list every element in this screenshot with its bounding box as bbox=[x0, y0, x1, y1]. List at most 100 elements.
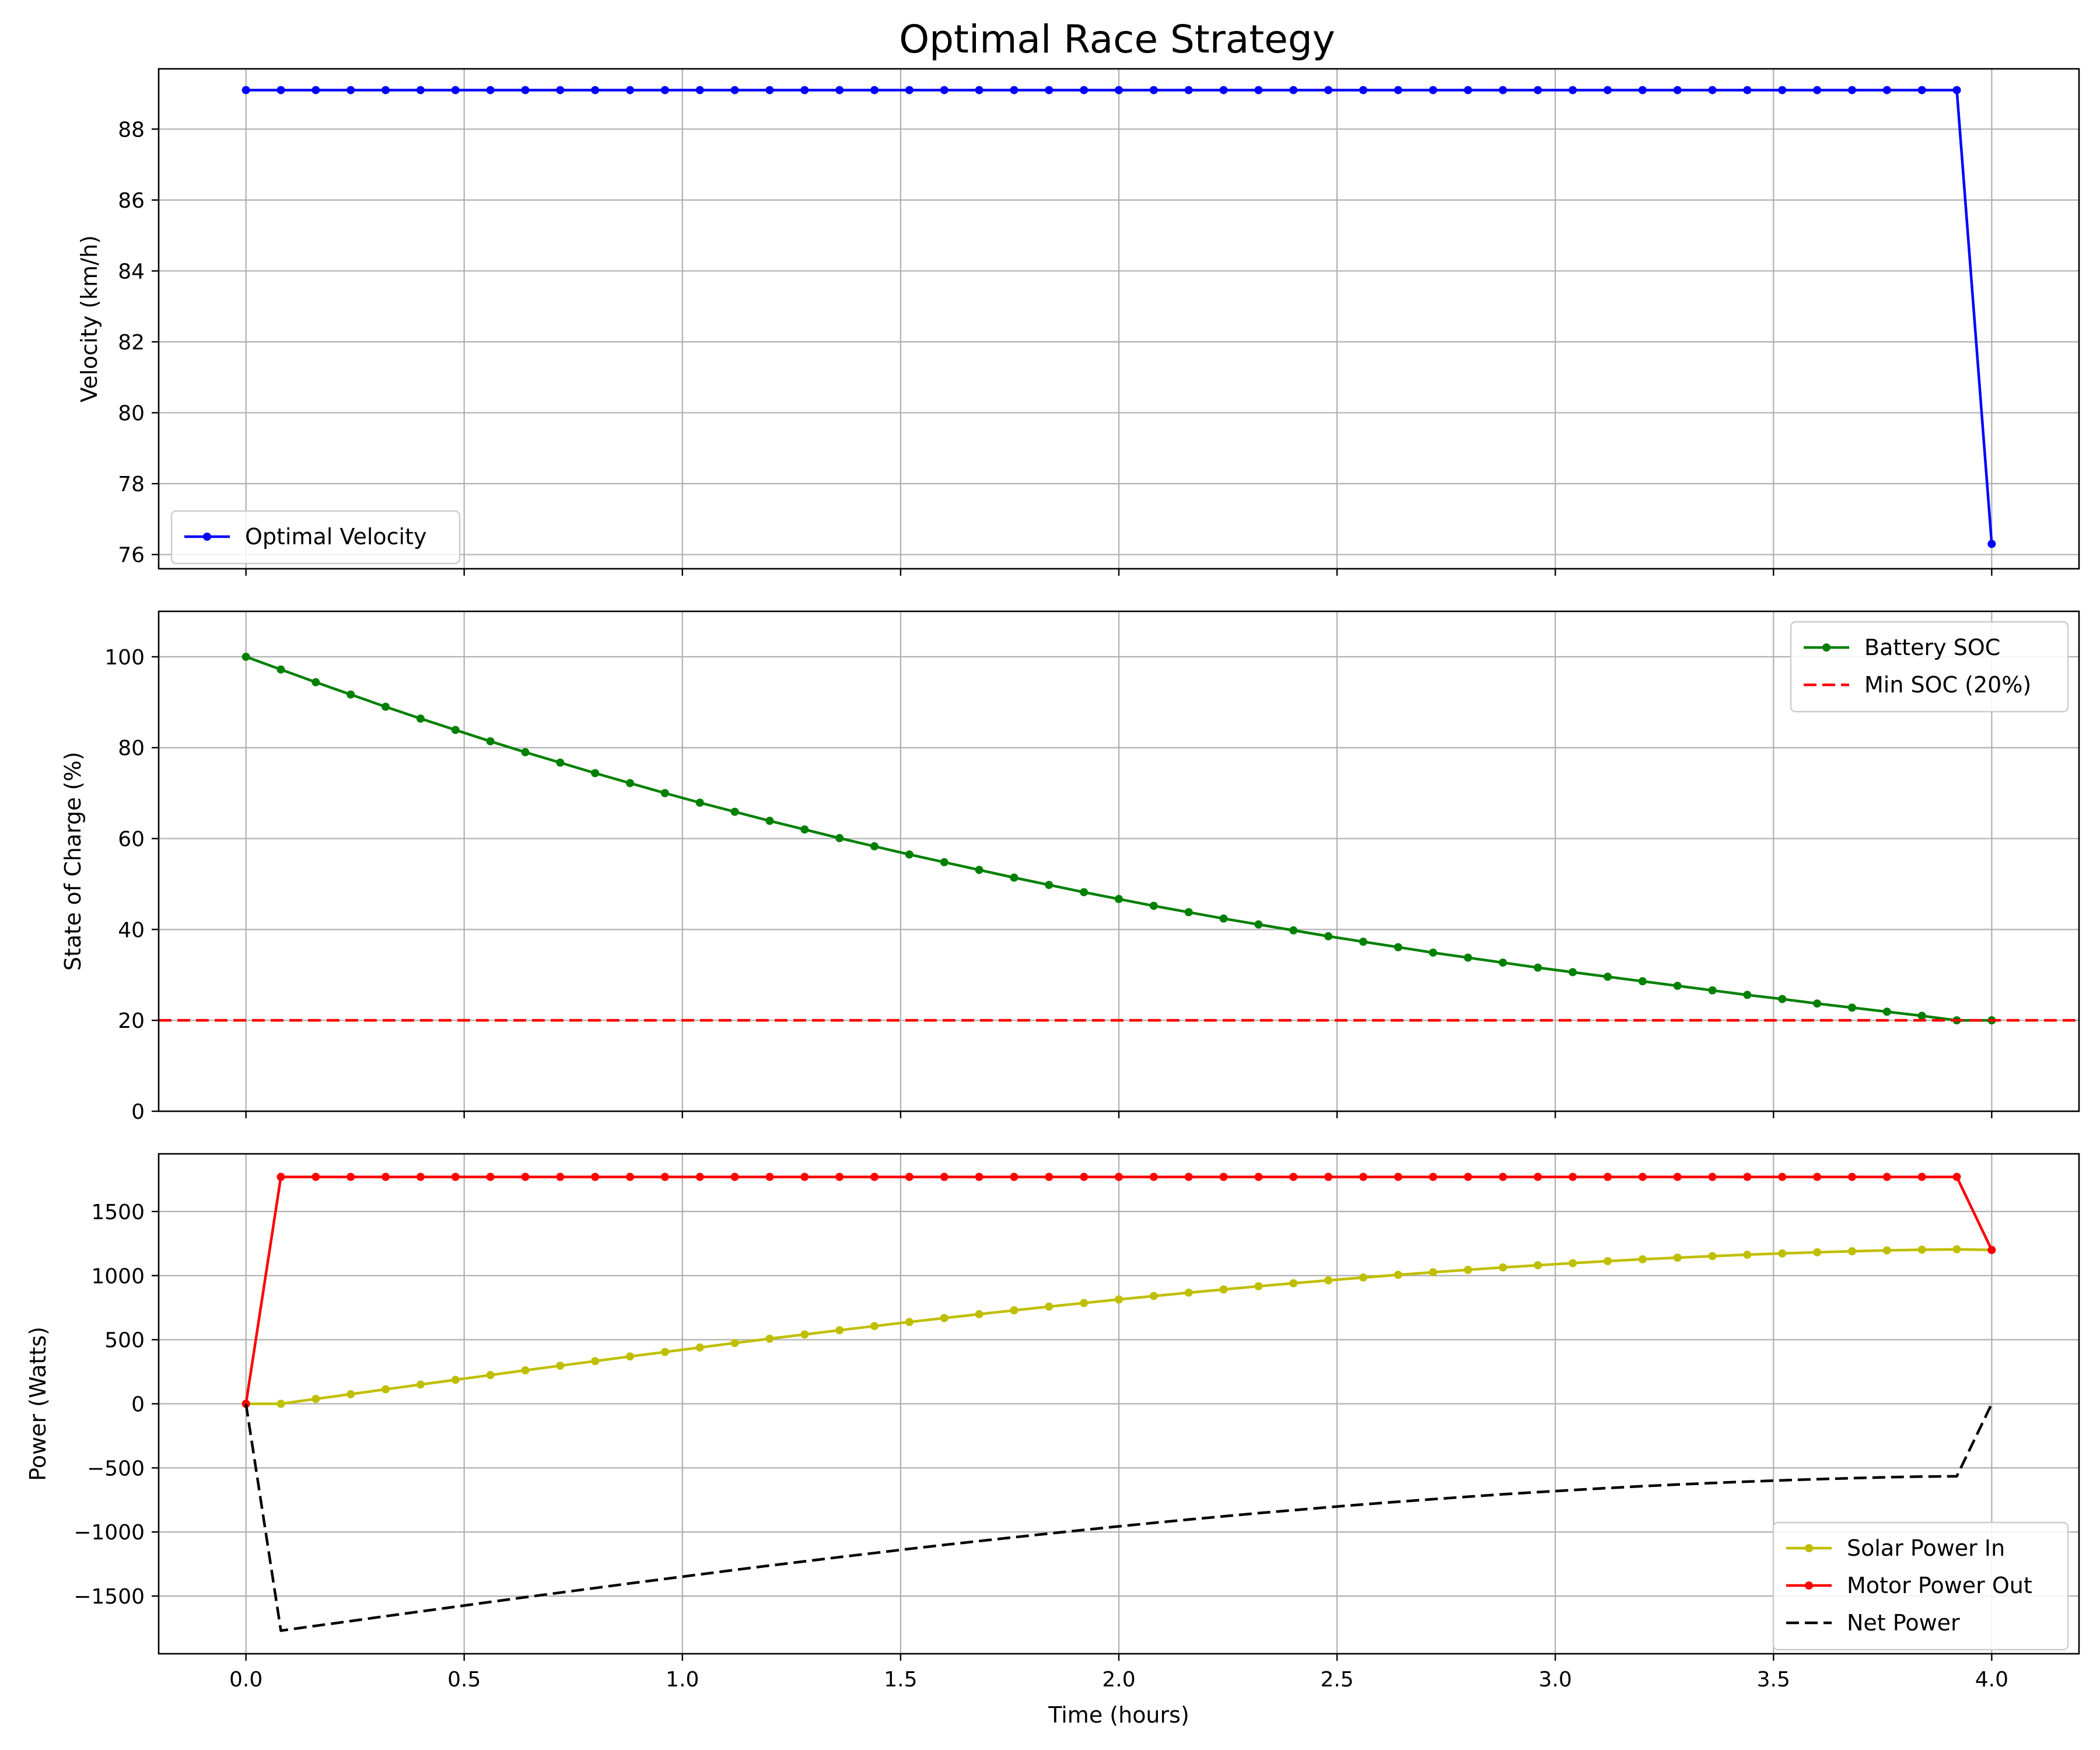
data-point-solar-power-in bbox=[556, 1362, 565, 1370]
data-point-solar-power-in bbox=[905, 1318, 914, 1326]
data-point-battery-soc bbox=[1219, 914, 1228, 923]
legend-marker-motor-power-out bbox=[1805, 1581, 1813, 1590]
data-point-optimal-velocity bbox=[975, 86, 984, 94]
subplot-3: 0.0 0.5 1.0 1.5 2.0 2.5 3.0 3.5 4.0 −1500 −1000 −50… bbox=[25, 1153, 2080, 1728]
data-point-solar-power-in bbox=[1778, 1249, 1787, 1258]
subplot-1: 76 78 80 82 84 86 88 Velocity (km/h) Optimal Vel… bbox=[76, 68, 2080, 576]
data-point-motor-power-out bbox=[382, 1172, 390, 1181]
data-point-optimal-velocity bbox=[1184, 86, 1193, 94]
data-point-motor-power-out bbox=[1882, 1172, 1891, 1181]
data-point-optimal-velocity bbox=[870, 86, 879, 94]
data-point-motor-power-out bbox=[835, 1172, 844, 1181]
legend-box bbox=[1772, 1521, 2069, 1651]
y-tick-label: 82 bbox=[118, 331, 145, 355]
series-line-net-power bbox=[244, 1403, 1993, 1632]
data-point-solar-power-in bbox=[835, 1326, 844, 1335]
data-point-battery-soc bbox=[1882, 1007, 1891, 1016]
data-point-battery-soc bbox=[486, 737, 495, 746]
data-point-battery-soc bbox=[835, 834, 844, 842]
data-point-solar-power-in bbox=[800, 1330, 809, 1339]
data-point-battery-soc bbox=[626, 779, 635, 788]
data-point-optimal-velocity bbox=[242, 86, 250, 94]
data-point-optimal-velocity bbox=[276, 86, 285, 94]
y-tick-label: 78 bbox=[118, 473, 145, 496]
legend-marker-solar-power-in bbox=[1805, 1544, 1813, 1552]
data-point-optimal-velocity bbox=[1324, 86, 1333, 94]
data-point-motor-power-out bbox=[1184, 1172, 1193, 1181]
data-point-solar-power-in bbox=[1952, 1245, 1961, 1254]
data-point-solar-power-in bbox=[1917, 1245, 1926, 1254]
data-point-solar-power-in bbox=[1847, 1247, 1856, 1256]
data-point-optimal-velocity bbox=[1499, 86, 1507, 94]
data-point-optimal-velocity bbox=[765, 86, 774, 94]
y-tick-label: 0 bbox=[131, 1100, 145, 1124]
data-point-optimal-velocity bbox=[451, 86, 460, 94]
data-point-battery-soc bbox=[1080, 888, 1088, 897]
data-point-battery-soc bbox=[1569, 968, 1577, 977]
data-point-motor-power-out bbox=[1778, 1172, 1787, 1181]
data-point-motor-power-out bbox=[1359, 1172, 1367, 1181]
legend-marker-battery-soc bbox=[1822, 643, 1831, 652]
data-point-motor-power-out bbox=[1115, 1172, 1123, 1181]
y-tick-label: 500 bbox=[104, 1329, 145, 1353]
y-tick-label: 60 bbox=[118, 828, 145, 852]
data-point-optimal-velocity bbox=[1882, 86, 1891, 94]
data-point-optimal-velocity bbox=[382, 86, 390, 94]
figure-title: Optimal Race Strategy bbox=[899, 17, 1335, 62]
data-point-solar-power-in bbox=[1045, 1302, 1054, 1311]
subplots: 76 78 80 82 84 86 88 Velocity (km/h) Optimal Vel… bbox=[25, 68, 2080, 1728]
data-point-motor-power-out bbox=[312, 1172, 320, 1181]
data-point-optimal-velocity bbox=[1917, 86, 1926, 94]
data-point-motor-power-out bbox=[1743, 1172, 1752, 1181]
data-point-solar-power-in bbox=[382, 1385, 390, 1394]
data-point-solar-power-in bbox=[1010, 1306, 1019, 1315]
data-point-solar-power-in bbox=[1149, 1292, 1158, 1300]
data-point-optimal-velocity bbox=[486, 86, 495, 94]
data-point-optimal-velocity bbox=[1254, 86, 1263, 94]
data-point-motor-power-out bbox=[1080, 1172, 1088, 1181]
y-tick-label: 76 bbox=[118, 544, 145, 568]
data-point-solar-power-in bbox=[486, 1371, 495, 1380]
y-tick-label: 84 bbox=[118, 260, 145, 284]
y-tick-label: 0 bbox=[131, 1393, 145, 1417]
data-point-solar-power-in bbox=[975, 1310, 984, 1318]
legend: Solar Power In Motor Power Out Net Power bbox=[1772, 1521, 2069, 1651]
data-point-optimal-velocity bbox=[730, 86, 739, 94]
data-point-motor-power-out bbox=[940, 1172, 949, 1181]
data-point-optimal-velocity bbox=[1603, 86, 1612, 94]
legend-label-optimal-velocity: Optimal Velocity bbox=[245, 524, 427, 550]
y-tick-label: 100 bbox=[104, 646, 145, 670]
data-point-battery-soc bbox=[1847, 1003, 1856, 1012]
data-point-solar-power-in bbox=[1743, 1250, 1752, 1259]
series-optimal-velocity bbox=[242, 86, 1996, 548]
data-point-battery-soc bbox=[416, 714, 425, 723]
data-point-motor-power-out bbox=[765, 1172, 774, 1181]
data-point-solar-power-in bbox=[1673, 1253, 1682, 1262]
y-tick-label: −1500 bbox=[74, 1585, 145, 1609]
data-point-battery-soc bbox=[276, 665, 285, 674]
data-point-optimal-velocity bbox=[1219, 86, 1228, 94]
data-point-battery-soc bbox=[1010, 873, 1019, 882]
data-point-optimal-velocity bbox=[1708, 86, 1717, 94]
data-point-battery-soc bbox=[1499, 958, 1507, 967]
legend-label-min-soc-20: Min SOC (20%) bbox=[1864, 672, 2031, 698]
data-point-battery-soc bbox=[975, 866, 984, 874]
y-tick-label: 1500 bbox=[91, 1200, 145, 1224]
series-solar-power-in bbox=[242, 1245, 1996, 1408]
data-point-solar-power-in bbox=[1813, 1248, 1822, 1256]
data-point-solar-power-in bbox=[416, 1380, 425, 1389]
data-point-battery-soc bbox=[1778, 995, 1787, 1003]
data-point-motor-power-out bbox=[1149, 1172, 1158, 1181]
data-point-solar-power-in bbox=[1603, 1256, 1612, 1265]
y-tick-label: 40 bbox=[118, 918, 145, 942]
data-point-battery-soc bbox=[1394, 943, 1402, 951]
data-point-motor-power-out bbox=[276, 1172, 285, 1181]
data-point-motor-power-out bbox=[1638, 1172, 1647, 1181]
x-tick-label: 0.5 bbox=[447, 1668, 481, 1692]
legend-box bbox=[170, 510, 461, 565]
data-point-solar-power-in bbox=[765, 1334, 774, 1343]
data-point-battery-soc bbox=[1045, 881, 1054, 890]
data-point-solar-power-in bbox=[1569, 1259, 1577, 1268]
data-point-motor-power-out bbox=[416, 1172, 425, 1181]
